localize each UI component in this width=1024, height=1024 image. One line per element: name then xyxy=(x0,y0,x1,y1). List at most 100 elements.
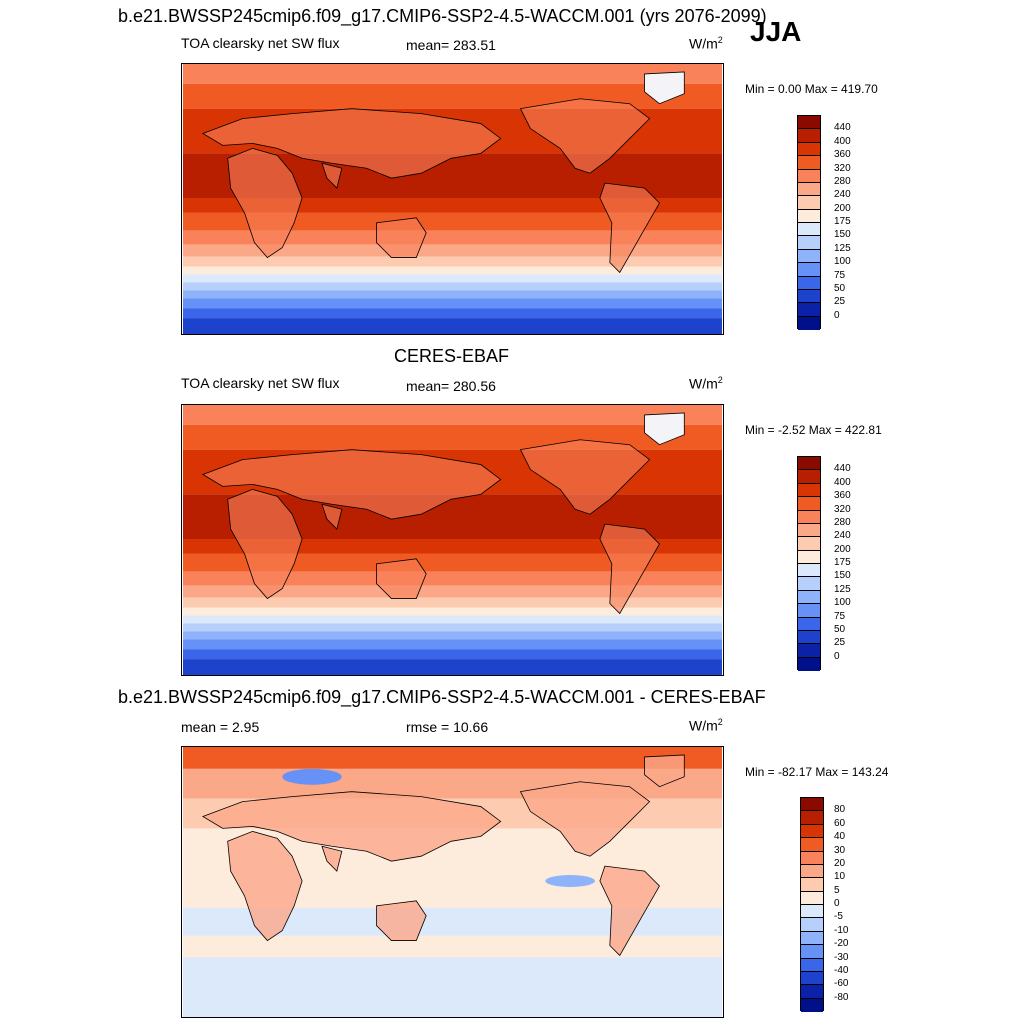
colorbar-swatch xyxy=(798,142,820,157)
colorbar-swatch xyxy=(801,851,823,865)
colorbar-swatch xyxy=(798,630,820,645)
colorbar-swatch xyxy=(798,156,820,170)
colorbar-swatch xyxy=(801,824,823,839)
colorbar-tick-label: 125 xyxy=(834,242,851,254)
colorbar-tick-label: 150 xyxy=(834,229,851,241)
colorbar-swatch xyxy=(801,864,823,879)
colorbar-tick-label: -5 xyxy=(834,911,843,923)
panel2-minmax-label: Min = -2.52 Max = 422.81 xyxy=(745,423,882,437)
panel3-rmse-label: rmse = 10.66 xyxy=(406,719,489,735)
colorbar-tick-label: 25 xyxy=(834,637,846,649)
colorbar-swatch xyxy=(798,249,820,264)
colorbar-tick-label: 400 xyxy=(834,476,851,488)
colorbar-swatch xyxy=(798,604,820,618)
colorbar-swatch xyxy=(798,590,820,605)
colorbar-tick-label: 150 xyxy=(834,570,851,582)
colorbar-tick-label: 50 xyxy=(834,282,846,294)
colorbar-tick-label: 280 xyxy=(834,175,851,187)
colorbar-swatch xyxy=(801,838,823,852)
colorbar-tick-label: 175 xyxy=(834,216,851,227)
colorbar-tick-label: 30 xyxy=(834,844,846,856)
colorbar-tick-label: 320 xyxy=(834,503,851,515)
colorbar-tick-label: 75 xyxy=(834,610,846,622)
panel2-variable-label: TOA clearsky net SW flux xyxy=(181,375,340,391)
panel2-map xyxy=(181,404,724,676)
colorbar-swatch xyxy=(798,497,820,511)
colorbar-tick-label: 100 xyxy=(834,597,851,609)
panel3-units-label: W/m2 xyxy=(689,717,723,734)
colorbar-swatch xyxy=(798,116,820,130)
colorbar-tick-label: 5 xyxy=(834,884,840,896)
colorbar-swatch xyxy=(798,457,820,471)
colorbar-tick-label: -20 xyxy=(834,938,849,950)
colorbar-swatch xyxy=(801,891,823,905)
colorbar-tick-label: -80 xyxy=(834,991,849,1003)
colorbar-tick-label: 175 xyxy=(834,557,851,568)
colorbar-swatch xyxy=(798,223,820,237)
colorbar-tick-label: 200 xyxy=(834,543,851,555)
colorbar-tick-label: 360 xyxy=(834,490,851,502)
panel2-units-label: W/m2 xyxy=(689,375,723,392)
colorbar-tick-label: 25 xyxy=(834,296,846,308)
panel2-title: CERES-EBAF xyxy=(394,346,510,366)
colorbar-tick-label: 80 xyxy=(834,804,846,816)
colorbar-swatch xyxy=(801,905,823,919)
colorbar-tick-label: 125 xyxy=(834,583,851,595)
colorbar-tick-label: 50 xyxy=(834,623,846,635)
colorbar-tick-label: 440 xyxy=(834,463,851,475)
colorbar-tick-label: -30 xyxy=(834,951,849,963)
panel3-minmax-label: Min = -82.17 Max = 143.24 xyxy=(745,765,889,779)
panel1-colorbar xyxy=(797,115,821,330)
colorbar-swatch xyxy=(798,196,820,210)
colorbar-tick-label: 440 xyxy=(834,122,851,134)
colorbar-swatch xyxy=(801,971,823,986)
colorbar-tick-label: -40 xyxy=(834,964,849,976)
panel2-colorbar xyxy=(797,456,821,671)
panel3-colorbar xyxy=(800,797,824,1012)
colorbar-swatch xyxy=(798,289,820,304)
colorbar-swatch xyxy=(798,276,820,290)
colorbar-tick-label: 10 xyxy=(834,871,846,883)
colorbar-swatch xyxy=(798,657,820,671)
colorbar-swatch xyxy=(798,523,820,538)
colorbar-tick-label: 280 xyxy=(834,516,851,528)
colorbar-tick-label: 60 xyxy=(834,817,846,829)
colorbar-swatch xyxy=(801,931,823,946)
colorbar-tick-label: 360 xyxy=(834,149,851,161)
panel3-map xyxy=(181,746,724,1018)
panel2-mean-label: mean= 280.56 xyxy=(406,378,496,394)
colorbar-tick-label: 0 xyxy=(834,898,840,909)
colorbar-swatch xyxy=(798,644,820,658)
colorbar-tick-label: 200 xyxy=(834,202,851,214)
colorbar-swatch xyxy=(798,129,820,143)
colorbar-swatch xyxy=(798,537,820,551)
colorbar-swatch xyxy=(798,550,820,564)
colorbar-swatch xyxy=(798,617,820,631)
colorbar-swatch xyxy=(801,998,823,1012)
panel3-title: b.e21.BWSSP245cmip6.f09_g17.CMIP6-SSP2-4… xyxy=(118,687,766,707)
colorbar-swatch xyxy=(798,303,820,317)
colorbar-tick-label: 75 xyxy=(834,269,846,281)
colorbar-swatch xyxy=(798,263,820,277)
panel1-units-label: W/m2 xyxy=(689,35,723,52)
panel1-variable-label: TOA clearsky net SW flux xyxy=(181,35,340,51)
colorbar-swatch xyxy=(801,958,823,972)
colorbar-tick-label: 100 xyxy=(834,256,851,268)
colorbar-swatch xyxy=(801,918,823,932)
colorbar-swatch xyxy=(798,169,820,183)
panel1-map xyxy=(181,63,724,335)
colorbar-swatch xyxy=(798,510,820,524)
colorbar-swatch xyxy=(801,878,823,892)
colorbar-tick-label: 320 xyxy=(834,162,851,174)
colorbar-tick-label: -60 xyxy=(834,978,849,990)
colorbar-swatch xyxy=(801,985,823,999)
colorbar-tick-label: 20 xyxy=(834,857,846,869)
colorbar-tick-label: 240 xyxy=(834,189,851,201)
colorbar-swatch xyxy=(798,483,820,498)
panel3-mean-label: mean = 2.95 xyxy=(181,719,260,735)
colorbar-swatch xyxy=(798,577,820,591)
colorbar-swatch xyxy=(798,182,820,197)
panel1-minmax-label: Min = 0.00 Max = 419.70 xyxy=(745,82,878,96)
colorbar-swatch xyxy=(801,945,823,959)
colorbar-tick-label: 240 xyxy=(834,530,851,542)
